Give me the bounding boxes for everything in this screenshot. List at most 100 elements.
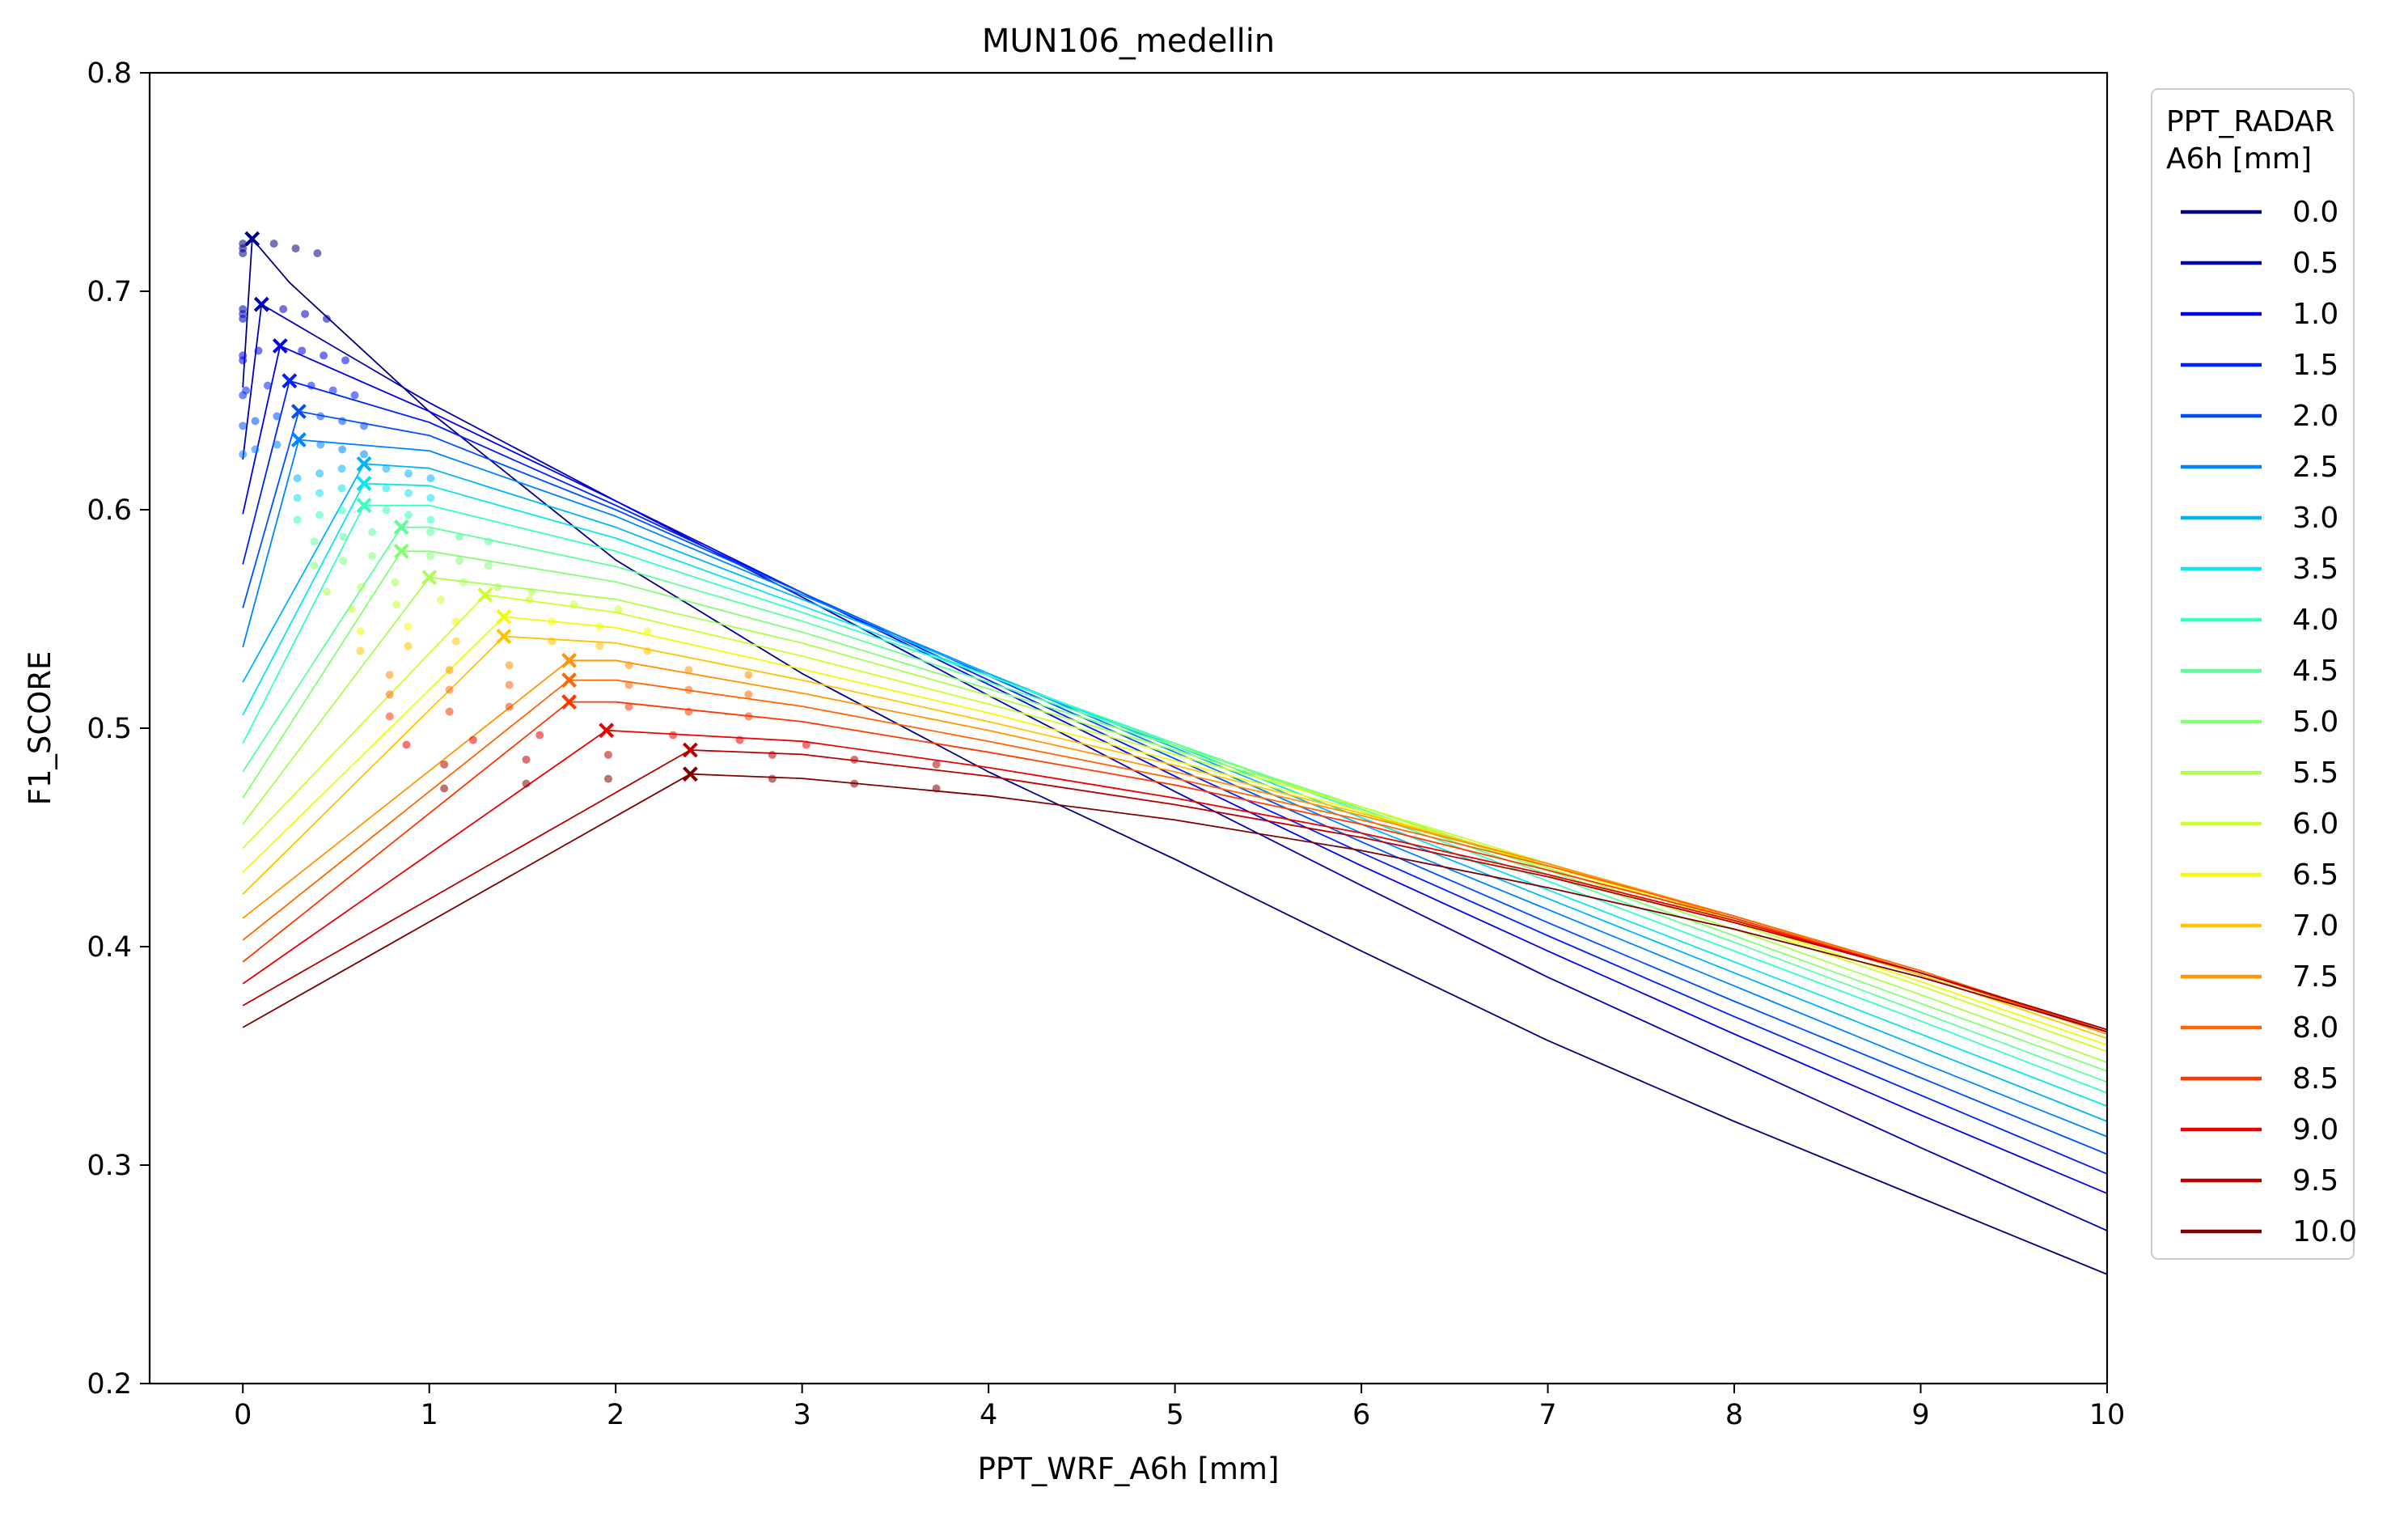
peak-marker-3.5 (356, 476, 372, 492)
series-point-3.0 (382, 464, 391, 473)
series-point-4.0 (293, 515, 302, 524)
series-point-3.0 (337, 464, 346, 473)
series-point-2.5 (251, 445, 260, 454)
series-point-6.5 (643, 627, 652, 636)
peak-marker-7.0 (496, 629, 512, 645)
series-point-6.5 (451, 617, 460, 626)
peak-marker-6.5 (496, 608, 512, 625)
x-tick-label: 1 (421, 1399, 438, 1431)
x-axis-label: PPT_WRF_A6h [mm] (978, 1452, 1280, 1486)
series-point-7.0 (451, 637, 460, 646)
series-point-10.0 (768, 774, 777, 783)
x-tick-label: 4 (980, 1399, 997, 1431)
series-point-2.5 (338, 445, 347, 454)
x-tick-label: 0 (234, 1399, 252, 1431)
series-point-5.0 (368, 552, 377, 561)
legend-label-1.5: 1.5 (2292, 349, 2338, 382)
series-point-4.5 (310, 537, 319, 546)
series-line-1.5 (242, 379, 2107, 1175)
peak-marker-2.0 (290, 404, 307, 419)
peak-marker-8.0 (561, 672, 577, 689)
series-point-4.5 (339, 532, 348, 541)
series-line-8.0 (242, 679, 2107, 1033)
peak-marker-4.5 (393, 519, 409, 536)
peak-marker-4.0 (356, 498, 372, 514)
series-line-5.5 (242, 576, 2107, 1063)
series-point-6.5 (356, 627, 365, 636)
series-point-5.0 (484, 562, 493, 570)
series-point-4.5 (368, 528, 377, 536)
series-point-5.0 (310, 562, 319, 570)
series-point-9.0 (468, 735, 477, 744)
series-point-3.0 (315, 469, 324, 478)
x-tick-label: 9 (1911, 1399, 1929, 1431)
series-point-6.0 (569, 600, 578, 609)
x-tick-label: 7 (1538, 1399, 1556, 1431)
series-point-1.0 (298, 346, 307, 355)
chart-title: MUN106_medellin (982, 23, 1275, 60)
series-point-2.5 (273, 440, 281, 449)
series-point-9.5 (850, 755, 859, 764)
series-point-2.0 (338, 417, 347, 426)
series-point-4.0 (404, 511, 413, 519)
series-line-3.5 (242, 482, 2107, 1107)
series-line-9.5 (242, 749, 2107, 1031)
series-point-8.5 (684, 707, 693, 716)
series-point-4.5 (484, 537, 493, 546)
peak-marker-6.0 (477, 587, 493, 603)
series-point-9.5 (440, 760, 449, 769)
legend-label-10.0: 10.0 (2292, 1215, 2357, 1248)
series-point-1.5 (350, 391, 359, 400)
series-point-8.5 (744, 712, 753, 721)
series-point-7.0 (404, 642, 413, 651)
legend-label-5.5: 5.5 (2292, 756, 2338, 790)
series-point-8.0 (624, 680, 633, 689)
x-tick-label: 6 (1352, 1399, 1370, 1431)
peak-marker-0.0 (244, 231, 260, 247)
series-point-9.5 (768, 750, 777, 759)
legend-label-9.5: 9.5 (2292, 1164, 2338, 1197)
series-point-3.5 (293, 494, 302, 502)
series-point-4.0 (382, 506, 391, 515)
series-point-2.5 (239, 450, 248, 459)
series-point-1.5 (328, 386, 337, 395)
series-point-3.5 (315, 489, 324, 498)
legend-label-4.5: 4.5 (2292, 655, 2338, 688)
legend-title-line2: A6h [mm] (2166, 142, 2312, 176)
series-point-0.5 (239, 305, 248, 314)
series-point-7.0 (548, 637, 557, 646)
series-line-8.5 (242, 701, 2107, 1033)
series-point-8.5 (624, 702, 633, 711)
series-point-6.5 (548, 617, 557, 626)
series-point-3.5 (426, 494, 435, 502)
legend-label-3.5: 3.5 (2292, 553, 2338, 586)
series-point-7.0 (356, 646, 365, 655)
series-point-3.0 (293, 474, 302, 483)
series-point-1.0 (341, 356, 349, 365)
series-point-7.5 (445, 666, 454, 675)
legend-label-8.0: 8.0 (2292, 1011, 2338, 1045)
series-point-6.0 (436, 595, 445, 604)
peak-marker-7.5 (561, 652, 577, 668)
series-point-7.5 (744, 671, 753, 680)
legend-label-5.0: 5.0 (2292, 706, 2338, 739)
legend-label-2.5: 2.5 (2292, 451, 2338, 484)
series-point-10.0 (932, 784, 941, 793)
series-point-7.5 (684, 666, 693, 675)
series-point-8.0 (385, 690, 394, 699)
series-point-3.0 (426, 474, 435, 483)
series-point-5.5 (527, 587, 536, 596)
series-point-8.0 (445, 685, 454, 694)
series-point-5.0 (339, 557, 348, 566)
legend-label-7.5: 7.5 (2292, 960, 2338, 994)
series-point-1.5 (242, 386, 251, 395)
y-tick-label: 0.2 (87, 1368, 132, 1401)
series-layer (242, 238, 2107, 1275)
series-line-4.5 (242, 526, 2107, 1083)
legend-label-8.5: 8.5 (2292, 1062, 2338, 1096)
series-point-3.0 (404, 469, 413, 478)
series-point-6.0 (525, 595, 534, 604)
series-point-5.5 (459, 578, 468, 587)
series-point-8.5 (385, 712, 394, 721)
series-line-4.0 (242, 504, 2107, 1094)
